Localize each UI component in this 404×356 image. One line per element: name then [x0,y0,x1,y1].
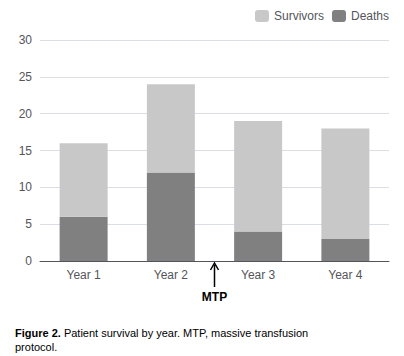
svg-text:25: 25 [19,70,33,84]
svg-text:Year 2: Year 2 [154,268,189,282]
svg-text:20: 20 [19,107,33,121]
svg-text:MTP: MTP [202,290,227,304]
svg-text:Figure 2.: Figure 2. [15,327,61,339]
svg-text:Year 3: Year 3 [241,268,276,282]
svg-text:Year 4: Year 4 [328,268,363,282]
svg-text:Patient survival by year. MTP,: Patient survival by year. MTP, massive t… [61,327,308,339]
svg-text:Year 1: Year 1 [66,268,101,282]
svg-text:15: 15 [19,144,33,158]
svg-text:30: 30 [19,33,33,47]
svg-text:5: 5 [25,217,32,231]
svg-text:0: 0 [25,254,32,268]
svg-text:10: 10 [19,180,33,194]
svg-text:protocol.: protocol. [15,341,57,353]
svg-text:Survivors: Survivors [274,9,324,23]
svg-text:Deaths: Deaths [351,9,389,23]
